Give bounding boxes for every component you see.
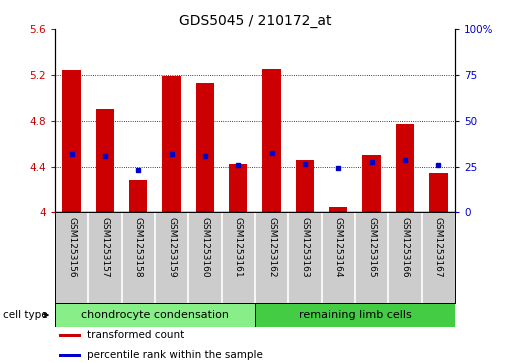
Bar [229, 164, 247, 212]
Bar [96, 109, 114, 212]
Bar [196, 83, 214, 212]
Text: GSM1253157: GSM1253157 [100, 217, 109, 278]
Text: GSM1253164: GSM1253164 [334, 217, 343, 277]
Text: chondrocyte condensation: chondrocyte condensation [81, 310, 229, 320]
Bar [263, 69, 281, 212]
Text: cell type: cell type [3, 310, 47, 320]
Text: GSM1253158: GSM1253158 [134, 217, 143, 278]
Bar [329, 207, 347, 212]
Text: percentile rank within the sample: percentile rank within the sample [86, 350, 263, 360]
Text: GSM1253159: GSM1253159 [167, 217, 176, 278]
Bar [255, 303, 455, 327]
Bar [59, 354, 81, 357]
Text: GSM1253162: GSM1253162 [267, 217, 276, 277]
Bar [163, 76, 181, 212]
Text: GSM1253163: GSM1253163 [301, 217, 310, 278]
Text: GSM1253161: GSM1253161 [234, 217, 243, 278]
Bar [296, 160, 314, 212]
Text: transformed count: transformed count [86, 330, 184, 340]
Text: GSM1253166: GSM1253166 [401, 217, 410, 278]
Text: GSM1253165: GSM1253165 [367, 217, 376, 278]
Bar [55, 303, 255, 327]
Text: GSM1253156: GSM1253156 [67, 217, 76, 278]
Text: remaining limb cells: remaining limb cells [299, 310, 412, 320]
Bar [59, 334, 81, 338]
Title: GDS5045 / 210172_at: GDS5045 / 210172_at [179, 14, 331, 28]
Text: GSM1253160: GSM1253160 [200, 217, 209, 278]
Bar [129, 180, 147, 212]
Text: GSM1253167: GSM1253167 [434, 217, 443, 278]
Bar [396, 124, 414, 212]
Bar [429, 174, 448, 212]
Bar [362, 155, 381, 212]
Bar [62, 70, 81, 212]
